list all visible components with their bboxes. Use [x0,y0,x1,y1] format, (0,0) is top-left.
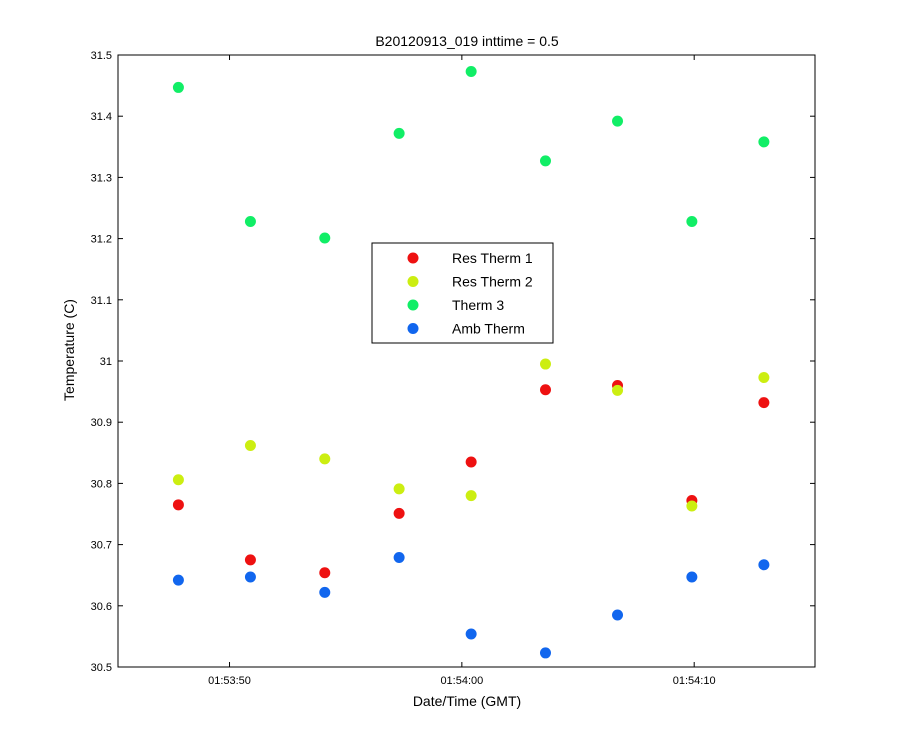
point-res-therm-1 [244,554,256,566]
point-therm-3 [465,66,477,78]
legend-marker [407,252,419,264]
point-res-therm-1 [319,567,331,579]
x-tick-label: 01:54:00 [440,675,483,687]
point-res-therm-2 [172,474,184,486]
point-res-therm-2 [758,372,770,384]
point-res-therm-2 [465,490,477,502]
point-therm-3 [686,215,698,227]
point-res-therm-1 [539,384,551,396]
y-tick-label: 30.7 [91,540,112,552]
point-therm-3 [612,115,624,127]
point-res-therm-2 [319,453,331,465]
legend-label: Amb Therm [452,321,525,337]
y-axis-label: Temperature (C) [61,299,77,401]
point-res-therm-1 [393,507,405,519]
y-tick-label: 30.8 [91,478,112,490]
x-axis-label: Date/Time (GMT) [413,693,521,709]
point-res-therm-2 [393,483,405,495]
point-therm-3 [244,215,256,227]
point-amb-therm [244,571,256,583]
point-res-therm-2 [539,358,551,370]
point-amb-therm [686,571,698,583]
point-therm-3 [758,136,770,148]
point-res-therm-1 [172,499,184,511]
chart-title: B20120913_019 inttime = 0.5 [375,33,559,49]
y-tick-label: 31 [100,356,112,368]
point-therm-3 [539,155,551,167]
y-axis: 30.5 30.6 30.7 30.8 30.9 31 31.1 31.2 31.3 31.4 31… [91,50,815,674]
legend-label: Res Therm 2 [452,274,533,290]
legend-box [371,242,554,344]
point-amb-therm [612,609,624,621]
point-amb-therm [172,574,184,586]
point-therm-3 [172,81,184,93]
point-res-therm-2 [686,500,698,512]
legend-label: Therm 3 [452,297,504,313]
x-axis: 01:53:50 01:54:00 01:54:10 [208,55,716,687]
legend-marker [407,276,419,287]
y-tick-label: 31.5 [91,50,112,62]
point-res-therm-2 [612,384,624,396]
point-amb-therm [319,586,331,598]
x-tick-label: 01:54:10 [673,675,716,687]
plot-area [117,54,816,668]
y-tick-label: 31.1 [91,295,112,307]
legend: Res Therm 1 Res Therm 2 Therm 3 Amb Therm [371,242,554,344]
point-amb-therm [393,551,405,563]
point-res-therm-2 [244,439,256,451]
y-tick-label: 30.9 [91,417,112,429]
y-tick-label: 30.6 [91,601,112,613]
point-therm-3 [393,127,405,139]
point-res-therm-1 [758,397,770,409]
legend-label: Res Therm 1 [452,250,533,266]
y-tick-label: 31.2 [91,234,112,246]
y-tick-label: 31.4 [91,111,112,123]
point-res-therm-1 [465,456,477,468]
legend-marker [407,323,419,334]
y-tick-label: 30.5 [91,662,112,674]
y-tick-label: 31.3 [91,172,112,184]
point-amb-therm [539,647,551,659]
legend-marker [407,299,419,311]
point-amb-therm [465,628,477,640]
data-markers [172,66,770,659]
point-amb-therm [758,559,770,571]
x-tick-label: 01:53:50 [208,675,251,687]
point-therm-3 [319,232,331,244]
